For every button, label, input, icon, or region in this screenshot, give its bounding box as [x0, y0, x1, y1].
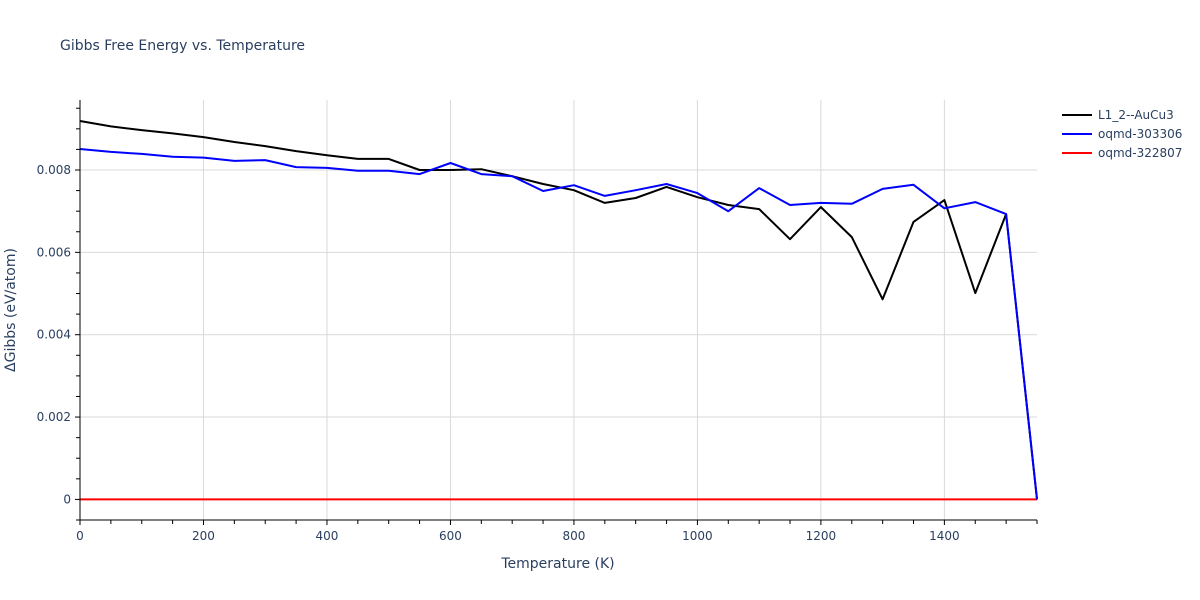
series-lines [79, 120, 1038, 501]
y-tick-label: 0.004 [37, 328, 71, 342]
y-tick-label: 0.008 [37, 163, 71, 177]
legend-item[interactable]: oqmd-322807 [1062, 146, 1182, 160]
y-tick-label: 0 [63, 492, 71, 506]
chart-title: Gibbs Free Energy vs. Temperature [60, 38, 305, 54]
x-tick-label: 600 [439, 529, 462, 543]
x-axis-title: Temperature (K) [500, 556, 614, 572]
legend-item[interactable]: oqmd-303306 [1062, 127, 1182, 141]
x-tick-label: 400 [316, 529, 339, 543]
legend[interactable]: L1_2--AuCu3 oqmd-303306 oqmd-322807 [1062, 108, 1182, 160]
x-tick-label: 1400 [929, 529, 960, 543]
legend-label: L1_2--AuCu3 [1098, 108, 1174, 122]
x-tick-label: 200 [192, 529, 215, 543]
x-tick-label: 800 [562, 529, 585, 543]
legend-item[interactable]: L1_2--AuCu3 [1062, 108, 1174, 122]
x-tick-label: 1000 [682, 529, 713, 543]
legend-label: oqmd-303306 [1098, 127, 1182, 141]
y-tick-label: 0.006 [37, 245, 71, 259]
series-line-oqmd-303306 [79, 148, 1038, 500]
x-tick-label: 0 [76, 529, 84, 543]
y-axis-title: ΔGibbs (eV/atom) [3, 248, 19, 372]
axes: 0 200 400 600 800 1000 1200 1400 0 0.002 0.004 0.00… [37, 100, 1038, 543]
x-tick-label: 1200 [806, 529, 837, 543]
y-tick-label: 0.002 [37, 410, 71, 424]
legend-label: oqmd-322807 [1098, 146, 1182, 160]
